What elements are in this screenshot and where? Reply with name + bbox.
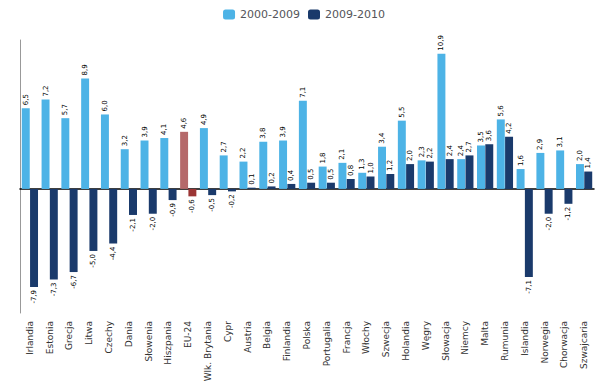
- svg-text:Malta: Malta: [480, 321, 490, 346]
- svg-text:-0,5: -0,5: [208, 198, 216, 212]
- svg-text:1,2: 1,2: [386, 160, 394, 171]
- svg-text:2,4: 2,4: [446, 144, 454, 156]
- svg-text:EU-24: EU-24: [183, 321, 193, 348]
- svg-text:2,4: 2,4: [457, 144, 465, 156]
- svg-text:7,2: 7,2: [42, 85, 50, 96]
- svg-text:4,9: 4,9: [200, 114, 208, 125]
- svg-text:5,6: 5,6: [497, 105, 505, 117]
- svg-text:Irlandia: Irlandia: [25, 321, 35, 355]
- svg-text:-0,2: -0,2: [228, 194, 236, 208]
- svg-text:Szwecja: Szwecja: [381, 321, 391, 357]
- svg-text:2,2: 2,2: [239, 147, 247, 158]
- svg-text:3,2: 3,2: [121, 135, 129, 146]
- svg-text:Islandia: Islandia: [520, 321, 530, 356]
- svg-text:-5,0: -5,0: [89, 254, 97, 268]
- svg-text:1,0: 1,0: [367, 162, 375, 173]
- svg-text:2009-2010: 2009-2010: [325, 8, 385, 21]
- svg-text:Polska: Polska: [302, 321, 312, 349]
- svg-text:Grecja: Grecja: [64, 321, 74, 350]
- svg-text:Włochy: Włochy: [361, 320, 371, 354]
- svg-text:1,8: 1,8: [319, 152, 327, 163]
- svg-text:3,8: 3,8: [259, 128, 267, 139]
- svg-text:Norwegia: Norwegia: [540, 321, 550, 364]
- svg-text:3,9: 3,9: [141, 126, 149, 137]
- svg-text:2,0: 2,0: [576, 150, 584, 161]
- svg-text:Rumunia: Rumunia: [500, 321, 510, 361]
- svg-text:Słowacja: Słowacja: [441, 321, 451, 361]
- svg-text:2,2: 2,2: [426, 147, 434, 158]
- svg-text:0,4: 0,4: [287, 169, 295, 181]
- svg-text:Wlk. Brytania: Wlk. Brytania: [203, 321, 213, 381]
- svg-text:Estonia: Estonia: [45, 321, 55, 354]
- svg-text:Austria: Austria: [243, 321, 253, 353]
- svg-text:-6,7: -6,7: [70, 275, 78, 289]
- svg-text:8,9: 8,9: [81, 64, 89, 75]
- svg-text:Litwa: Litwa: [84, 321, 94, 345]
- svg-text:0,8: 0,8: [347, 165, 355, 176]
- svg-text:2,0: 2,0: [406, 150, 414, 161]
- svg-text:Dania: Dania: [124, 321, 134, 347]
- svg-text:2,7: 2,7: [465, 141, 473, 152]
- svg-text:2,7: 2,7: [220, 141, 228, 152]
- svg-text:Belgia: Belgia: [262, 321, 272, 349]
- svg-text:Szwajcaria: Szwajcaria: [579, 321, 589, 369]
- svg-text:6,5: 6,5: [22, 94, 30, 105]
- svg-text:-2,1: -2,1: [129, 218, 137, 232]
- svg-text:6,0: 6,0: [101, 100, 109, 111]
- svg-text:-1,2: -1,2: [564, 207, 572, 221]
- svg-text:Finlandia: Finlandia: [282, 321, 292, 361]
- svg-text:-7,1: -7,1: [525, 280, 533, 294]
- svg-text:Węgry: Węgry: [421, 320, 431, 350]
- svg-text:0,1: 0,1: [248, 174, 256, 185]
- svg-text:-0,6: -0,6: [188, 199, 196, 213]
- svg-text:-2,0: -2,0: [149, 217, 157, 231]
- svg-text:-7,3: -7,3: [50, 282, 58, 296]
- svg-text:Francja: Francja: [342, 321, 352, 353]
- svg-text:3,4: 3,4: [378, 132, 386, 144]
- svg-text:-0,9: -0,9: [169, 203, 177, 217]
- svg-text:0,2: 0,2: [268, 172, 276, 183]
- svg-text:3,6: 3,6: [485, 130, 493, 142]
- svg-text:Hiszpania: Hiszpania: [163, 321, 173, 365]
- svg-text:5,5: 5,5: [398, 107, 406, 118]
- svg-text:Portugalia: Portugalia: [322, 321, 332, 366]
- svg-text:10,9: 10,9: [437, 35, 445, 51]
- svg-text:-4,4: -4,4: [109, 246, 117, 260]
- svg-text:5,7: 5,7: [61, 104, 69, 115]
- svg-text:Chorwacja: Chorwacja: [559, 321, 569, 368]
- svg-text:4,2: 4,2: [505, 123, 513, 134]
- svg-text:3,5: 3,5: [477, 131, 485, 142]
- svg-text:4,1: 4,1: [160, 124, 168, 135]
- svg-text:1,6: 1,6: [517, 154, 525, 166]
- svg-text:Słowenia: Słowenia: [144, 321, 154, 361]
- svg-text:2,3: 2,3: [418, 146, 426, 157]
- svg-text:2,1: 2,1: [338, 149, 346, 160]
- svg-text:Czechy: Czechy: [104, 320, 114, 353]
- svg-text:7,1: 7,1: [299, 87, 307, 98]
- svg-text:-7,9: -7,9: [30, 290, 38, 304]
- svg-text:1,3: 1,3: [358, 159, 366, 170]
- svg-text:3,9: 3,9: [279, 126, 287, 137]
- svg-text:1,4: 1,4: [584, 157, 592, 169]
- svg-text:2000-2009: 2000-2009: [240, 8, 300, 21]
- svg-text:4,6: 4,6: [180, 117, 188, 129]
- svg-text:0,5: 0,5: [307, 169, 315, 180]
- svg-text:Niemcy: Niemcy: [460, 320, 470, 354]
- svg-text:2,9: 2,9: [536, 139, 544, 150]
- svg-text:3,1: 3,1: [556, 136, 564, 147]
- svg-text:-2,0: -2,0: [545, 217, 553, 231]
- svg-text:Holandia: Holandia: [401, 321, 411, 361]
- svg-text:0,5: 0,5: [327, 169, 335, 180]
- svg-text:Cypr: Cypr: [223, 321, 233, 342]
